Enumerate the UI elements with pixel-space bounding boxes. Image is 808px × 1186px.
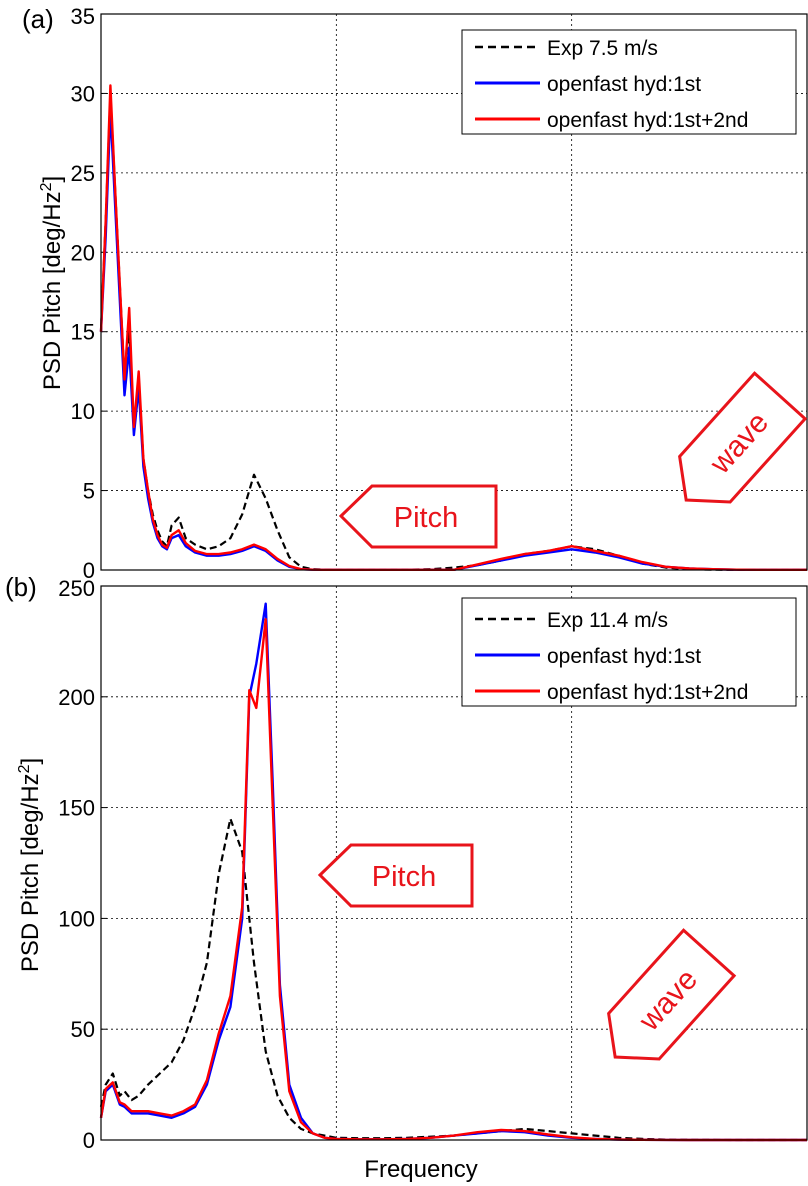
panel-b-ytick-label-200: 200 (58, 685, 95, 710)
panel-a-ytick-label-25: 25 (71, 161, 95, 186)
panel-b-legend-box (461, 597, 797, 707)
panel-b-axes-frame (100, 585, 808, 1141)
legend-b-exp-label: Exp 11.4 m/s (547, 609, 668, 632)
panel-b-wave-arrow: wave (607, 928, 737, 1061)
panel-a-axes-frame (100, 13, 808, 571)
panel-a-ylabel: PSD Pitch [deg/Hz2] (38, 176, 66, 390)
panel-a-series (99, 84, 807, 571)
legend-b-second-label: openfast hyd:1st+2nd (547, 681, 748, 704)
panel-a-ytick-label-20: 20 (71, 240, 95, 265)
legend-a-first-label: openfast hyd:1st (547, 73, 701, 96)
panel-a-ytick-label-15: 15 (71, 320, 95, 345)
panel-a-label: (a) (22, 4, 54, 34)
panel-b-pitch-text: Pitch (372, 861, 436, 893)
panel-a-pitch-text: Pitch (394, 502, 458, 534)
panel-b-legend: Exp 11.4 m/s openfast hyd:1st openfast h… (461, 597, 797, 707)
panel-a-ytick-label-30: 30 (71, 81, 95, 106)
panel-b-ytick-label-50: 50 (71, 1017, 95, 1042)
panel-b-ytick-label-0: 0 (83, 1128, 95, 1153)
panel-a: (a) PSD Pitch [deg/Hz2] 0 5 10 15 20 25 30 35 E… (22, 4, 808, 583)
panel-b-ylabel: PSD Pitch [deg/Hz2] (16, 758, 44, 972)
panel-a-ytick-label-35: 35 (71, 4, 95, 29)
panel-a-pitch-arrow: Pitch (338, 484, 498, 549)
legend-b-first-label: openfast hyd:1st (547, 645, 701, 668)
panel-a-ytick-label-10: 10 (71, 399, 95, 424)
panel-b-ytick-label-150: 150 (58, 796, 95, 821)
legend-a-second-label: openfast hyd:1st+2nd (547, 109, 748, 132)
panel-a-second-order-line (99, 84, 807, 571)
panel-a-ytick-label-0: 0 (83, 558, 95, 583)
panel-a-wave-arrow: wave (678, 371, 808, 504)
panel-b-xlabel: Frequency (364, 1156, 477, 1183)
panel-b-ytick-label-250: 250 (58, 576, 95, 601)
panel-b-yticks: 0 50 100 150 200 250 (58, 576, 107, 1153)
panel-a-yticks: 0 5 10 15 20 25 30 35 (71, 4, 107, 583)
panel-b-ytick-label-100: 100 (58, 906, 95, 931)
panel-b-pitch-arrow: Pitch (317, 843, 474, 908)
panel-a-ytick-label-5: 5 (83, 479, 95, 504)
panel-a-legend: Exp 7.5 m/s openfast hyd:1st openfast hy… (461, 29, 797, 135)
legend-a-exp-label: Exp 7.5 m/s (547, 37, 658, 60)
panel-b-label: (b) (5, 572, 37, 602)
panel-b: (b) PSD Pitch [deg/Hz2] 050100150200250 … (5, 572, 808, 1183)
